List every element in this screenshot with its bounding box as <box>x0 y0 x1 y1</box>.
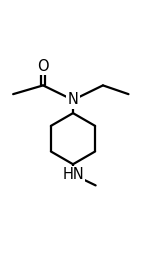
Text: O: O <box>37 59 49 74</box>
Text: HN: HN <box>62 167 84 182</box>
Text: N: N <box>68 92 78 107</box>
